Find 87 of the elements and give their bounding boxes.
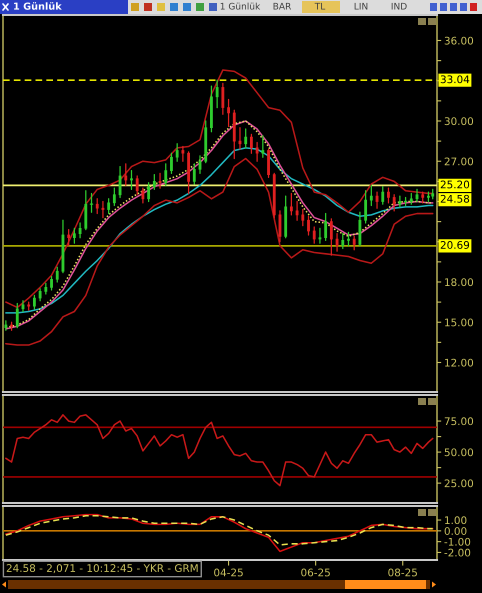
candlestick — [238, 127, 242, 150]
candlestick — [22, 300, 24, 312]
y-tick-label: 75.00 — [444, 417, 474, 426]
candlestick — [364, 190, 368, 224]
candlestick — [352, 236, 356, 250]
candlestick — [278, 210, 282, 242]
line-series — [5, 514, 434, 546]
candlestick — [341, 233, 344, 250]
candlestick — [387, 187, 390, 204]
candlestick — [102, 200, 104, 218]
candlestick — [392, 194, 396, 212]
y-tick-label: 0.00 — [444, 527, 466, 535]
candlestick — [50, 276, 53, 291]
candlestick — [256, 142, 259, 162]
candlestick — [27, 301, 30, 311]
candlestick — [38, 288, 42, 302]
candlestick — [78, 222, 82, 238]
y-tick-label: -2.00 — [444, 548, 470, 557]
text: IND — [392, 2, 407, 10]
chart-title: 1 Günlük — [14, 2, 62, 10]
candlestick — [72, 228, 76, 244]
y-tick-label: 30.00 — [444, 117, 474, 126]
y-tick-label: 18.00 — [445, 278, 474, 286]
x-tick-label: 06-25 — [301, 568, 330, 576]
candlestick — [158, 172, 162, 189]
candlestick — [410, 192, 413, 205]
candlestick — [147, 182, 150, 202]
x-tick-label: 08-25 — [388, 568, 417, 576]
candlestick — [221, 82, 224, 115]
ref-line-label: 25.20 — [440, 180, 470, 188]
candlestick — [176, 143, 179, 162]
text: LIN — [354, 2, 368, 10]
line-series — [5, 69, 434, 308]
candlestick — [181, 146, 184, 162]
candlestick — [398, 195, 402, 208]
candlestick — [130, 170, 133, 190]
y-tick-label: 15.00 — [445, 318, 474, 326]
candlestick — [216, 80, 219, 108]
y-tick-label: 12.00 — [445, 358, 474, 367]
text: 1 Günlük — [220, 2, 260, 10]
y-tick-label: -1.00 — [444, 538, 470, 546]
candlestick — [67, 229, 70, 246]
candlestick — [318, 228, 322, 244]
candlestick — [381, 186, 384, 205]
line-series — [5, 158, 434, 346]
y-tick-label: 27.00 — [444, 157, 474, 166]
candlestick — [124, 163, 128, 186]
candlestick — [227, 98, 230, 127]
candlestick — [431, 188, 434, 200]
text: BAR — [274, 2, 292, 10]
candlestick — [336, 233, 338, 252]
candlestick — [347, 232, 350, 246]
candlestick — [312, 226, 316, 244]
candlestick — [118, 166, 122, 198]
y-tick-label: 1.00 — [445, 516, 466, 524]
candlestick — [141, 187, 144, 204]
candlestick — [290, 192, 293, 216]
candlestick — [152, 174, 156, 190]
line-series — [5, 414, 434, 486]
candlestick — [244, 128, 248, 148]
candlestick — [307, 216, 310, 236]
ref-line-label: 33.04 — [440, 75, 470, 84]
candlestick — [301, 208, 304, 226]
y-tick-label: 36.00 — [444, 36, 474, 45]
candlestick — [296, 200, 299, 221]
annotation: 24.58 — [440, 194, 470, 203]
candlestick — [330, 218, 333, 256]
candlestick — [198, 155, 202, 174]
candlestick — [112, 187, 116, 206]
candlestick — [250, 134, 253, 154]
candlestick — [170, 152, 173, 174]
text: TL — [314, 2, 326, 10]
candlestick — [421, 191, 424, 204]
x-tick-label: 04-25 — [214, 568, 243, 576]
candlestick — [4, 320, 8, 331]
candlestick — [324, 212, 328, 242]
y-tick-label: 25.00 — [444, 479, 474, 488]
text: 24.58 - 2,071 - 10:12:45 - YKR - GRM — [6, 564, 198, 574]
candlestick — [427, 191, 430, 202]
y-tick-label: 50.00 — [444, 448, 474, 456]
line-series — [5, 514, 434, 552]
candlestick — [261, 135, 264, 158]
candlestick — [416, 188, 418, 202]
ref-line-label: 20.69 — [440, 241, 470, 249]
candlestick — [32, 294, 36, 310]
candlestick — [107, 198, 110, 214]
candlestick — [376, 191, 378, 209]
